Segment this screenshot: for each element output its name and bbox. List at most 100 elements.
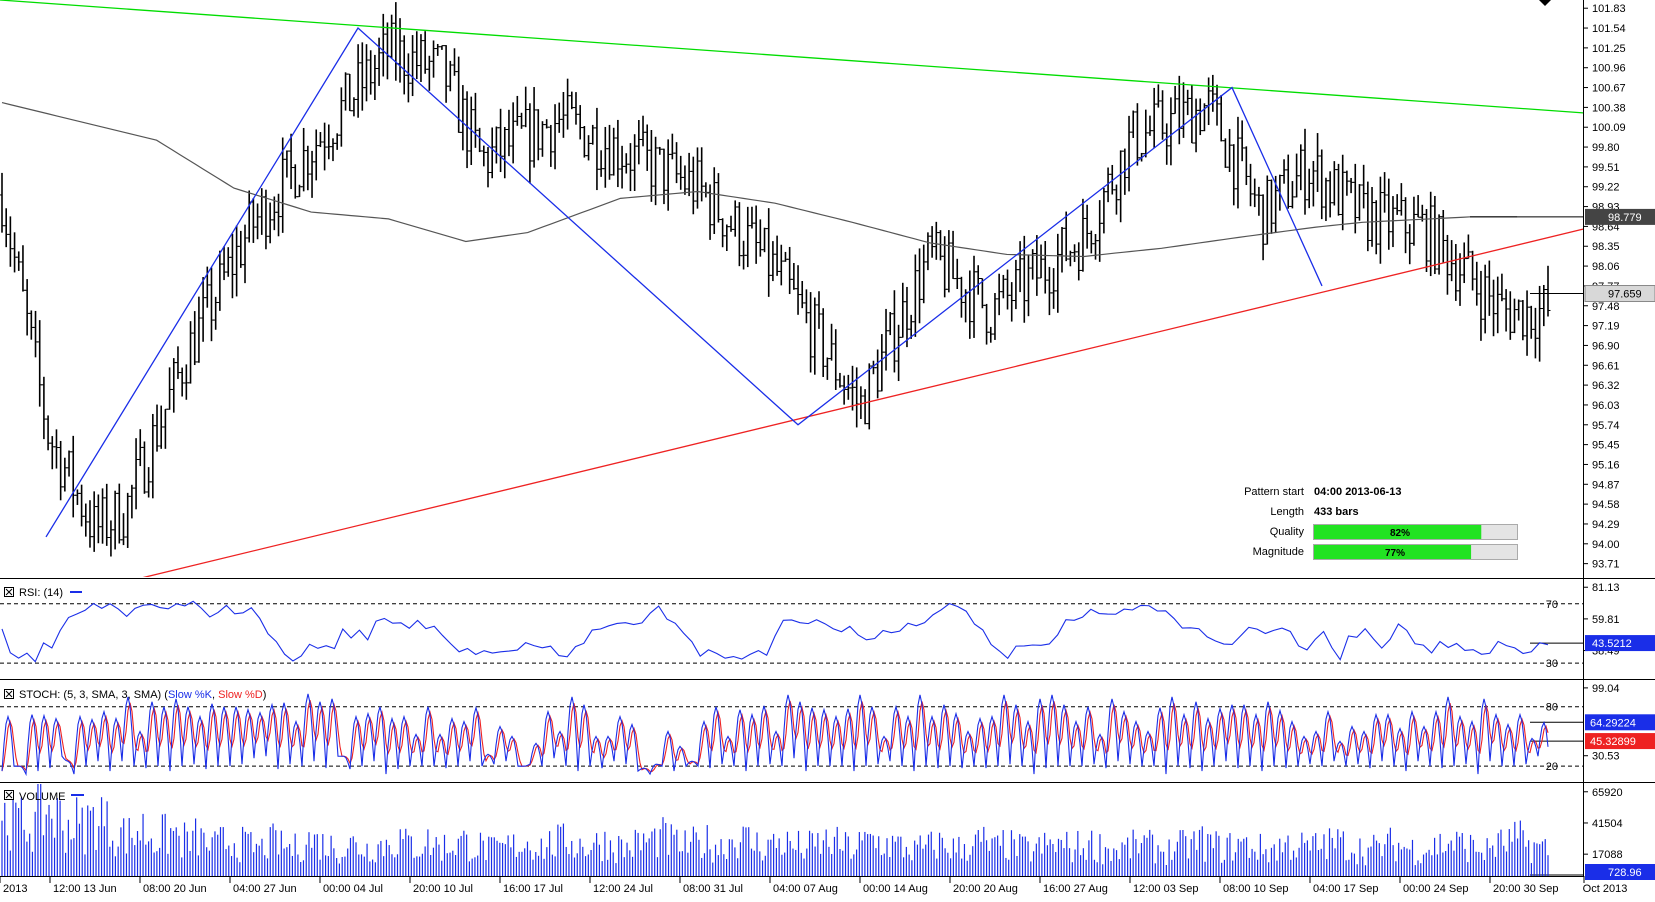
stoch-title-text: STOCH: (5, 3, SMA, 3, SMA) [19,689,161,701]
quality-bar-fill [1314,525,1482,539]
stoch-d-last-label: 45.32899 [1590,736,1636,748]
time-tick-label: 00:00 24 Sep [1403,883,1468,895]
time-tick-label: Oct 2013 [1583,883,1628,895]
volume-title: VOLUME [19,791,65,803]
rsi-header[interactable]: RSI: (14) [4,587,83,599]
price-tick-label: 97.19 [1592,321,1620,333]
price-tick-label: 94.00 [1592,539,1620,551]
time-tick-label: 12:00 13 Jun [53,883,117,895]
time-tick-label: 16:00 17 Jul [503,883,563,895]
stoch-d-box [1585,733,1655,750]
price-tick-label: 96.03 [1592,400,1620,412]
price-tick-label: 97.48 [1592,301,1620,313]
time-tick-label: 04:00 07 Aug [773,883,838,895]
pattern-start-value: 04:00 2013-06-13 [1314,486,1401,498]
ma-value-box [1585,208,1655,225]
stoch-level-label: 20 [1546,761,1558,773]
price-tick-label: 101.54 [1592,23,1626,35]
time-tick-label: 08:00 20 Jun [143,883,207,895]
stoch-axis: 99.04 30.53 80 20 64.29224 45.32899 [1530,683,1655,773]
price-tick-label: 101.83 [1592,3,1626,15]
price-tick-label: 93.71 [1592,559,1620,571]
collapse-arrow-icon[interactable] [1539,0,1551,6]
rsi-tick-label: 59.81 [1592,614,1620,626]
volume-last-label: 728.96 [1608,867,1642,879]
stoch-k-last-label: 64.29224 [1590,717,1636,729]
stoch-tick-label: 99.04 [1592,683,1620,695]
time-tick-label: 08:00 10 Sep [1223,883,1288,895]
time-tick-label: 16:00 27 Aug [1043,883,1108,895]
rsi-last-label: 43.5212 [1592,638,1632,650]
time-tick-label: 20:00 10 Jul [413,883,473,895]
rsi-last-box [1585,635,1655,652]
pattern-info-box: Pattern start 04:00 2013-06-13 Length 43… [1244,486,1518,560]
time-tick-label: 12:00 03 Sep [1133,883,1198,895]
rsi-title: RSI: (14) [19,587,63,599]
price-tick-label: 96.90 [1592,340,1620,352]
rsi-panel [0,600,1583,664]
stoch-panel [0,693,1583,777]
ma-value-label: 98.779 [1608,212,1642,224]
price-tick-label: 100.96 [1592,63,1626,75]
stoch-k-box [1585,714,1655,731]
stoch-header[interactable]: STOCH: (5, 3, SMA, 3, SMA) (Slow %K, Slo… [4,689,267,701]
stoch-k-line [1,693,1549,777]
rsi-level-label: 30 [1546,658,1558,670]
time-axis: 2013 12:00 13 Jun 08:00 20 Jun 04:00 27 Jun… [0,876,1627,895]
price-tick-label: 96.61 [1592,360,1620,372]
last-price-label: 97.659 [1608,289,1642,301]
stoch-k-name: Slow %K [168,689,213,701]
volume-close-x-icon [5,791,13,799]
stoch-close-x-icon [5,690,13,698]
rsi-level-label: 70 [1546,599,1558,611]
price-tick-label: 100.38 [1592,102,1626,114]
rsi-line [1,600,1549,663]
price-tick-label: 95.16 [1592,459,1620,471]
price-tick-label: 100.09 [1592,122,1626,134]
support-trendline [142,228,1584,577]
magnitude-label: Magnitude [1253,546,1304,558]
price-tick-label: 95.74 [1592,420,1620,432]
price-tick-label: 101.25 [1592,43,1626,55]
price-tick-label: 100.67 [1592,83,1626,95]
pattern-start-label: Pattern start [1244,486,1304,498]
last-price-box [1584,285,1655,303]
time-tick-label: 20:00 20 Aug [953,883,1018,895]
rsi-tick-label: 81.13 [1592,582,1620,594]
stoch-tick-label: 30.53 [1592,751,1620,763]
time-tick-label: 00:00 04 Jul [323,883,383,895]
volume-tick-label: 65920 [1592,787,1623,799]
magnitude-value: 77% [1385,548,1405,559]
rsi-close-x-icon [5,588,13,596]
time-tick-label: 04:00 27 Jun [233,883,297,895]
moving-average-line [1,102,1518,258]
time-tick-label: 12:00 24 Jul [593,883,653,895]
price-tick-label: 99.22 [1592,182,1620,194]
stoch-d-line [1,699,1549,772]
time-tick-label: 2013 [3,883,27,895]
time-tick-label: 08:00 31 Jul [683,883,743,895]
price-tick-label: 99.51 [1592,162,1620,174]
volume-panel [1,784,1549,876]
length-value: 433 bars [1314,506,1359,518]
quality-value: 82% [1390,528,1410,539]
resistance-trendline [0,0,1584,114]
pattern-zigzag-line [45,27,1323,538]
stoch-level-label: 80 [1546,702,1558,714]
volume-header[interactable]: VOLUME [4,790,85,804]
price-tick-label: 99.80 [1592,142,1620,154]
price-tick-label: 94.87 [1592,479,1620,491]
price-tick-label: 95.45 [1592,440,1620,452]
quality-label: Quality [1270,526,1305,538]
price-tick-label: 94.58 [1592,499,1620,511]
stoch-title: STOCH: (5, 3, SMA, 3, SMA) (Slow %K, Slo… [19,689,266,701]
time-tick-label: 04:00 17 Sep [1313,883,1378,895]
volume-tick-label: 17088 [1592,849,1623,861]
volume-tick-label: 41504 [1592,818,1623,830]
price-tick-label: 96.32 [1592,380,1620,392]
volume-last-box [1585,864,1655,880]
price-panel [0,0,1584,577]
